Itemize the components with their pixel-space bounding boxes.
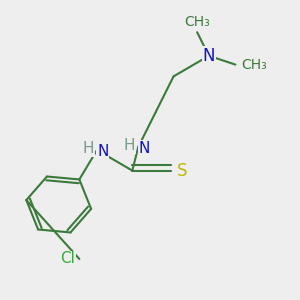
Text: S: S: [176, 162, 187, 180]
Text: N: N: [138, 141, 150, 156]
Text: N: N: [97, 144, 109, 159]
Text: N: N: [202, 47, 215, 65]
Text: CH₃: CH₃: [241, 58, 267, 72]
Text: Cl: Cl: [60, 251, 75, 266]
Text: CH₃: CH₃: [184, 15, 210, 29]
Text: H: H: [124, 138, 135, 153]
Text: H: H: [82, 141, 94, 156]
